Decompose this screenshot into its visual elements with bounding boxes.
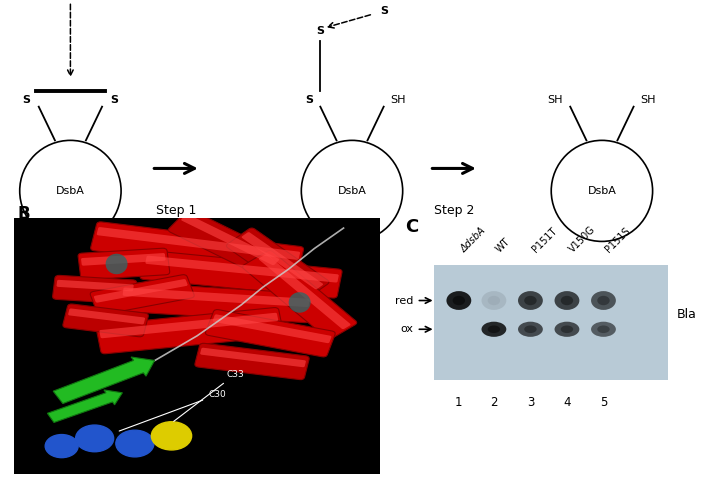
Text: B: B <box>18 205 30 223</box>
Ellipse shape <box>453 296 465 305</box>
Ellipse shape <box>524 296 536 305</box>
Text: red: red <box>395 296 413 305</box>
Ellipse shape <box>488 325 500 333</box>
Ellipse shape <box>555 322 579 337</box>
Ellipse shape <box>555 291 579 310</box>
Text: 1: 1 <box>455 396 463 409</box>
Text: 2: 2 <box>490 396 498 409</box>
FancyBboxPatch shape <box>213 315 332 343</box>
Text: DsbA: DsbA <box>337 186 367 196</box>
Circle shape <box>116 430 154 457</box>
Text: DsbA: DsbA <box>587 186 617 196</box>
FancyBboxPatch shape <box>81 253 165 266</box>
Ellipse shape <box>518 291 543 310</box>
FancyBboxPatch shape <box>200 348 306 367</box>
Text: DsbA: DsbA <box>56 186 85 196</box>
FancyBboxPatch shape <box>91 222 303 275</box>
FancyBboxPatch shape <box>90 274 194 315</box>
Ellipse shape <box>289 292 310 313</box>
Circle shape <box>75 425 113 452</box>
Text: Step 2: Step 2 <box>434 204 474 217</box>
FancyBboxPatch shape <box>206 310 335 357</box>
Text: C33: C33 <box>174 370 244 422</box>
Text: Bla: Bla <box>677 308 696 321</box>
FancyBboxPatch shape <box>68 308 145 324</box>
Ellipse shape <box>591 322 616 337</box>
Ellipse shape <box>446 291 471 310</box>
FancyBboxPatch shape <box>140 250 342 298</box>
Circle shape <box>45 435 78 458</box>
Ellipse shape <box>561 296 573 305</box>
FancyBboxPatch shape <box>259 255 351 329</box>
FancyBboxPatch shape <box>53 275 137 304</box>
Ellipse shape <box>524 325 536 333</box>
Text: P151S: P151S <box>603 226 632 255</box>
Text: Step 1: Step 1 <box>156 204 196 217</box>
FancyBboxPatch shape <box>146 256 339 283</box>
Ellipse shape <box>106 254 127 274</box>
Ellipse shape <box>482 322 506 337</box>
FancyBboxPatch shape <box>56 280 134 291</box>
FancyBboxPatch shape <box>96 227 300 260</box>
Ellipse shape <box>597 325 610 333</box>
Text: ΔdsbA: ΔdsbA <box>459 226 488 255</box>
Text: S: S <box>306 95 313 105</box>
Bar <box>434 265 668 380</box>
Ellipse shape <box>591 291 616 310</box>
FancyBboxPatch shape <box>168 210 284 277</box>
Text: P151T: P151T <box>530 226 559 255</box>
Text: S: S <box>111 95 118 105</box>
FancyBboxPatch shape <box>243 251 357 339</box>
Ellipse shape <box>301 140 403 242</box>
Text: V150G: V150G <box>567 225 597 255</box>
Text: 3: 3 <box>527 396 534 409</box>
Ellipse shape <box>561 325 573 333</box>
FancyArrow shape <box>54 357 155 404</box>
FancyBboxPatch shape <box>99 313 278 338</box>
Text: ox: ox <box>401 324 413 334</box>
FancyBboxPatch shape <box>94 279 187 302</box>
Ellipse shape <box>551 140 653 242</box>
FancyBboxPatch shape <box>96 307 284 354</box>
FancyBboxPatch shape <box>78 248 170 280</box>
Text: SH: SH <box>391 95 406 105</box>
FancyBboxPatch shape <box>227 228 329 300</box>
Ellipse shape <box>518 322 543 337</box>
Text: S: S <box>316 27 325 36</box>
FancyBboxPatch shape <box>241 232 323 289</box>
Ellipse shape <box>482 291 506 310</box>
Ellipse shape <box>488 296 500 305</box>
Ellipse shape <box>597 296 610 305</box>
FancyBboxPatch shape <box>118 282 313 323</box>
Text: 4: 4 <box>563 396 571 409</box>
Circle shape <box>151 422 191 450</box>
FancyBboxPatch shape <box>122 287 310 307</box>
Text: C: C <box>405 218 418 236</box>
FancyBboxPatch shape <box>181 214 279 265</box>
Text: SH: SH <box>641 95 656 105</box>
FancyBboxPatch shape <box>195 343 309 379</box>
FancyBboxPatch shape <box>63 304 149 337</box>
Ellipse shape <box>20 140 121 242</box>
Text: C30: C30 <box>119 391 226 431</box>
Text: S: S <box>23 95 30 105</box>
FancyArrow shape <box>47 390 122 423</box>
Text: WT: WT <box>494 237 512 255</box>
Text: S: S <box>380 6 388 16</box>
Text: SH: SH <box>548 95 563 105</box>
Text: 5: 5 <box>600 396 607 409</box>
